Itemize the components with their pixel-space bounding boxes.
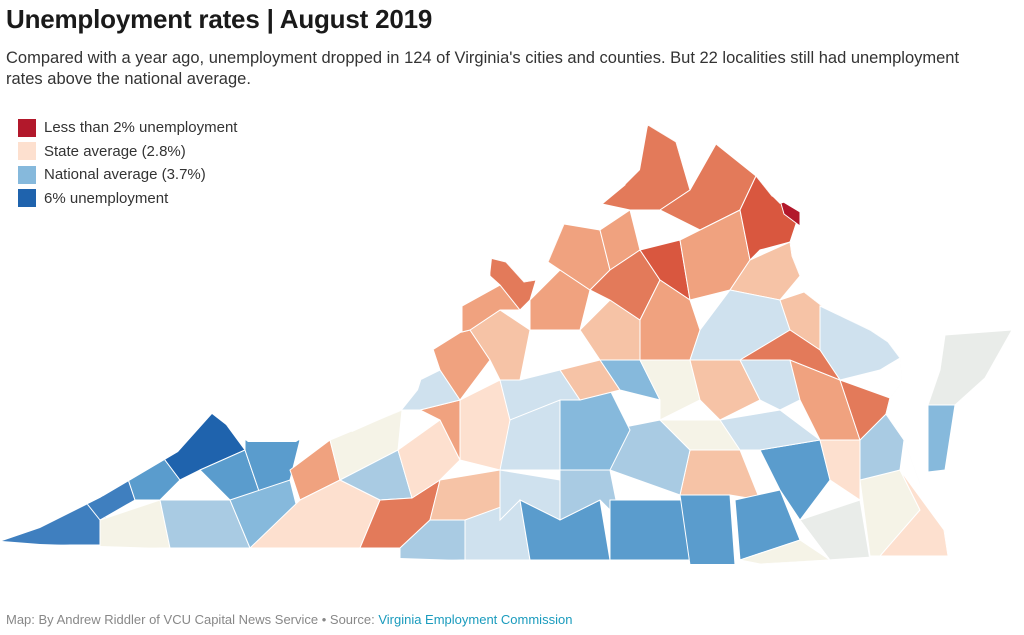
- legend-item-state-average: State average (2.8%): [18, 140, 237, 164]
- legend-swatch: [18, 165, 36, 184]
- locality-region[interactable]: [779, 198, 801, 227]
- chart-subtitle: Compared with a year ago, unemployment d…: [6, 49, 960, 88]
- locality-region[interactable]: [600, 125, 691, 211]
- legend-item-less-than-2: Less than 2% unemployment: [18, 116, 237, 140]
- legend-label: 6% unemployment: [44, 189, 169, 207]
- map-footer: Map: By Andrew Riddler of VCU Capital Ne…: [6, 612, 572, 627]
- legend-swatch: [18, 118, 36, 137]
- legend-swatch: [18, 189, 36, 208]
- virginia-choropleth-map: [2, 125, 1013, 565]
- chart-title: Unemployment rates | August 2019: [6, 4, 433, 34]
- locality-region[interactable]: [459, 379, 511, 471]
- locality-region[interactable]: [529, 269, 591, 331]
- locality-region[interactable]: [59, 454, 136, 521]
- eastern-shore-region[interactable]: [927, 404, 956, 473]
- locality-region[interactable]: [609, 499, 691, 561]
- locality-region[interactable]: [679, 494, 736, 565]
- locality-region[interactable]: [519, 499, 611, 561]
- source-link[interactable]: Virginia Employment Commission: [378, 612, 573, 627]
- locality-region[interactable]: [719, 409, 822, 451]
- legend-label: Less than 2% unemployment: [44, 119, 238, 137]
- locality-region[interactable]: [878, 469, 948, 557]
- map-legend: Less than 2% unemployment State average …: [18, 116, 237, 210]
- legend-label: National average (3.7%): [44, 166, 206, 184]
- locality-region[interactable]: [679, 449, 761, 501]
- legend-item-6-percent: 6% unemployment: [18, 187, 237, 211]
- legend-swatch: [18, 142, 36, 161]
- locality-region[interactable]: [738, 329, 842, 382]
- legend-item-national-average: National average (3.7%): [18, 163, 237, 187]
- legend-label: State average (2.8%): [44, 142, 186, 160]
- locality-region[interactable]: [397, 419, 461, 499]
- footer-credit: Map: By Andrew Riddler of VCU Capital Ne…: [6, 612, 379, 627]
